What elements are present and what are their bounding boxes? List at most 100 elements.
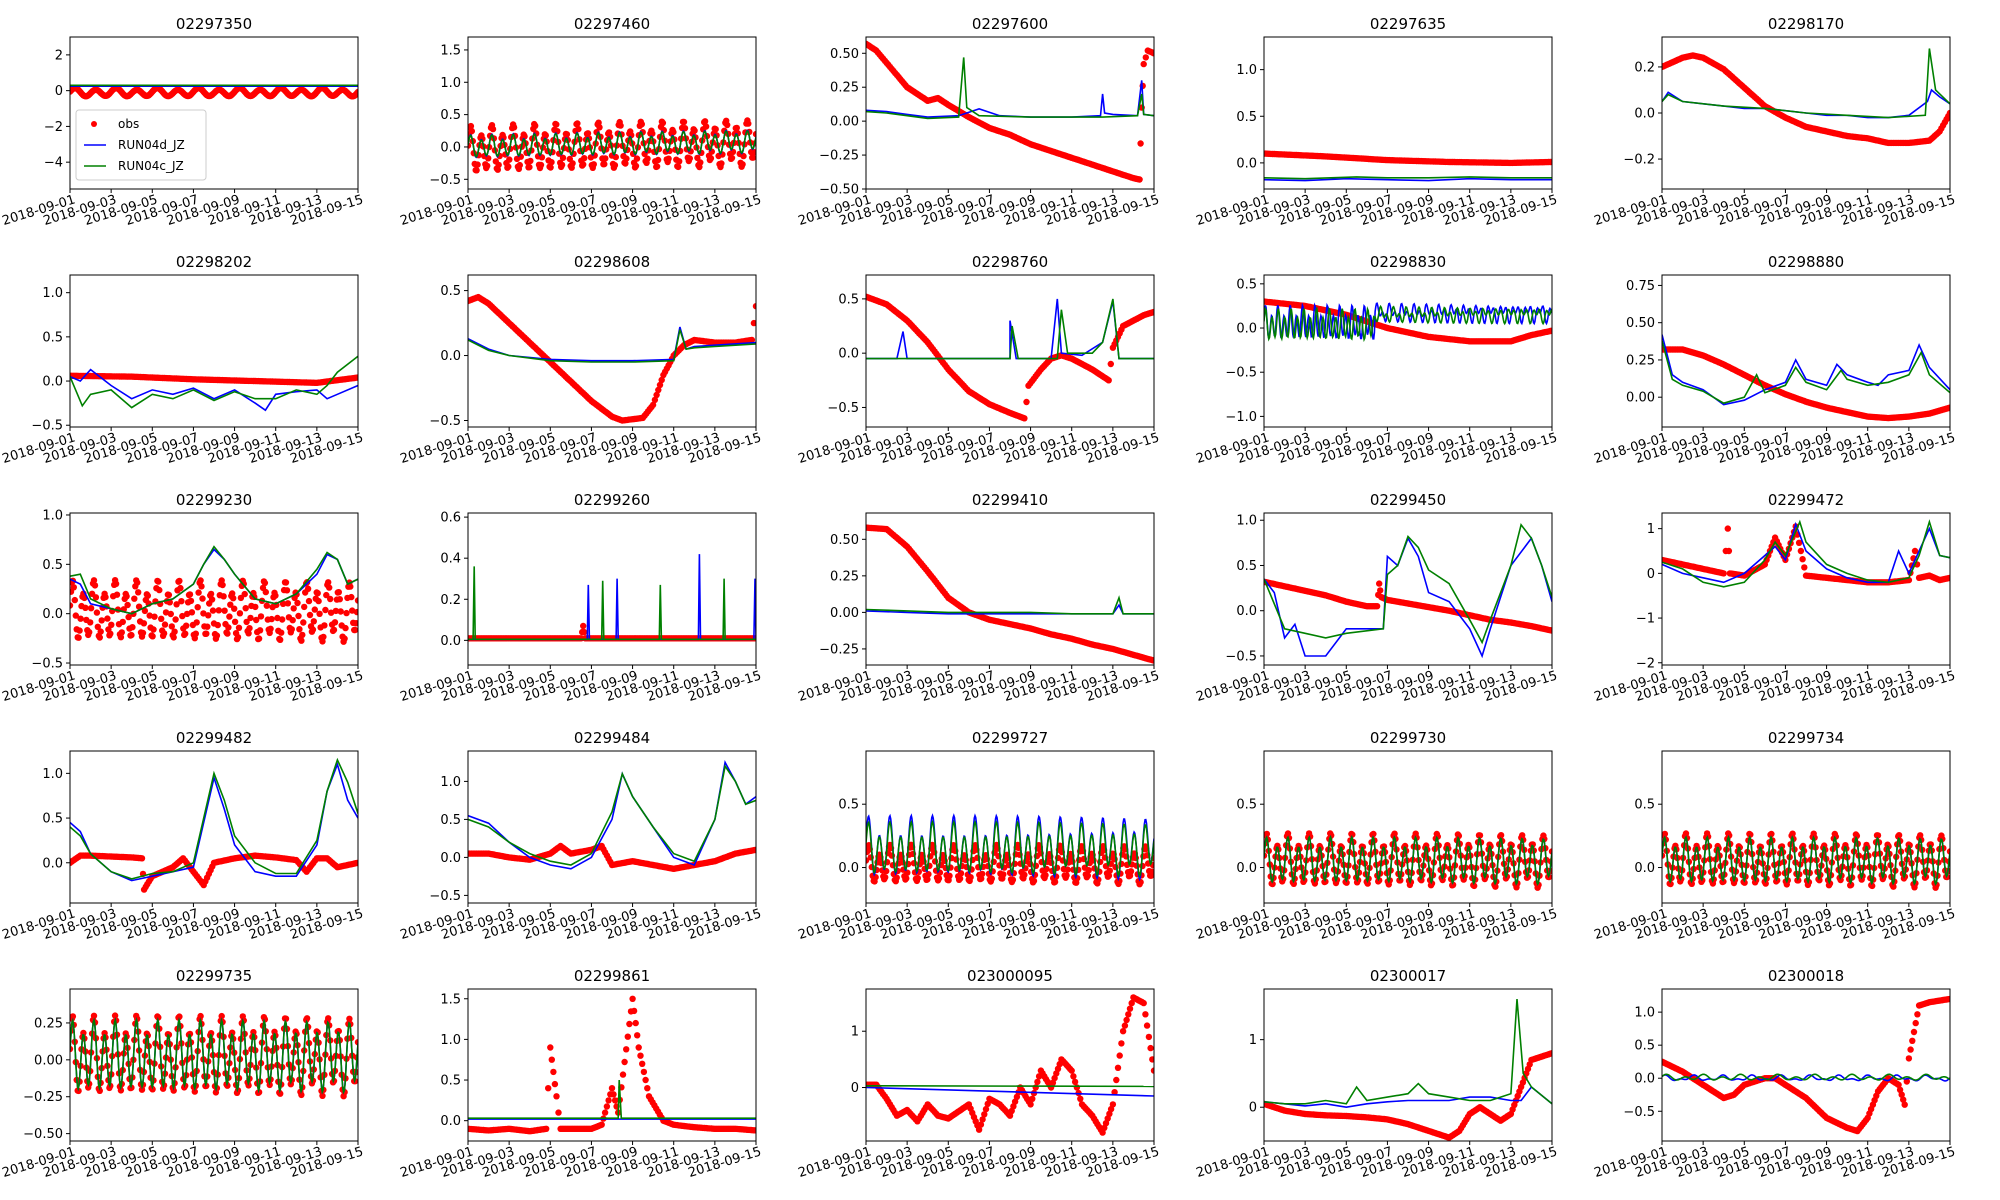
y-tick-label: 1.5 bbox=[440, 43, 461, 58]
y-tick-label: 0.0 bbox=[440, 349, 461, 364]
obs-point bbox=[676, 158, 683, 165]
y-tick-label: 0.0 bbox=[838, 861, 859, 876]
obs-point bbox=[632, 162, 640, 170]
series-RUN04c_JZ bbox=[1662, 519, 1950, 588]
obs-point bbox=[1328, 832, 1335, 839]
y-tick-label: 1.0 bbox=[1236, 514, 1257, 529]
obs-point bbox=[354, 597, 358, 604]
obs-point bbox=[176, 1013, 183, 1020]
obs-point bbox=[1322, 878, 1329, 885]
obs-point bbox=[215, 607, 222, 614]
obs-point bbox=[209, 607, 217, 614]
y-tick-label: 1.0 bbox=[1236, 63, 1257, 78]
obs-point bbox=[611, 162, 619, 169]
axes-frame bbox=[69, 750, 359, 904]
obs-point bbox=[96, 634, 104, 641]
series-RUN04c_JZ bbox=[468, 329, 756, 363]
obs-point bbox=[924, 876, 931, 883]
obs-point bbox=[740, 152, 747, 160]
obs-point bbox=[574, 120, 581, 127]
obs-point bbox=[1136, 176, 1143, 183]
obs-point bbox=[724, 121, 731, 129]
obs-point bbox=[288, 626, 295, 633]
obs-point bbox=[171, 628, 178, 635]
y-tick-label: 0.25 bbox=[830, 81, 859, 96]
obs-point bbox=[468, 122, 475, 130]
obs-point bbox=[1724, 525, 1732, 532]
obs-point bbox=[680, 118, 688, 126]
obs-point bbox=[299, 631, 306, 639]
obs-point bbox=[1455, 832, 1463, 840]
y-tick-label: 0.5 bbox=[42, 812, 63, 827]
obs-point bbox=[218, 1012, 225, 1020]
obs-point bbox=[1376, 580, 1383, 587]
plot-area bbox=[866, 40, 1154, 183]
obs-point bbox=[283, 587, 291, 594]
obs-point bbox=[198, 583, 205, 590]
obs-point bbox=[748, 336, 756, 344]
obs-point bbox=[510, 124, 518, 131]
subplot-title: 02299410 bbox=[972, 491, 1048, 509]
obs-point bbox=[1064, 866, 1071, 873]
series-obs bbox=[1264, 578, 1552, 634]
obs-point bbox=[1847, 881, 1855, 888]
obs-point bbox=[1107, 360, 1115, 368]
obs-point bbox=[141, 607, 149, 615]
obs-point bbox=[622, 160, 629, 167]
obs-point bbox=[170, 634, 177, 641]
obs-point bbox=[1084, 872, 1092, 879]
plot-area bbox=[1662, 830, 1950, 891]
obs-point bbox=[580, 622, 587, 630]
obs-point bbox=[1799, 556, 1806, 563]
obs-point bbox=[231, 605, 238, 612]
obs-point bbox=[87, 619, 94, 626]
obs-point bbox=[1042, 871, 1049, 879]
obs-point bbox=[1401, 842, 1409, 850]
obs-point bbox=[279, 616, 286, 623]
obs-point bbox=[1085, 867, 1092, 874]
obs-point bbox=[623, 155, 630, 162]
obs-point bbox=[207, 590, 215, 598]
obs-point bbox=[1106, 867, 1114, 874]
obs-point bbox=[349, 607, 356, 614]
plot-area bbox=[70, 1012, 358, 1100]
obs-point bbox=[236, 610, 244, 617]
obs-point bbox=[82, 604, 89, 611]
obs-point bbox=[707, 155, 715, 162]
obs-point bbox=[80, 1029, 87, 1037]
obs-point bbox=[903, 875, 910, 882]
obs-point bbox=[94, 623, 102, 630]
y-tick-label: 0.0 bbox=[42, 375, 63, 390]
obs-point bbox=[255, 635, 263, 642]
obs-point bbox=[139, 629, 147, 637]
y-tick-label: 0.0 bbox=[42, 607, 63, 622]
obs-point bbox=[348, 593, 355, 601]
obs-point bbox=[1797, 547, 1805, 555]
obs-point bbox=[733, 124, 740, 132]
y-tick-label: −4 bbox=[44, 156, 63, 171]
axes-frame bbox=[467, 512, 757, 666]
obs-point bbox=[129, 624, 136, 631]
y-tick-label: −0.5 bbox=[429, 414, 461, 429]
y-tick-label: 0.5 bbox=[1236, 110, 1257, 125]
obs-point bbox=[107, 630, 114, 637]
subplot-title: 02299450 bbox=[1370, 491, 1446, 509]
obs-point bbox=[225, 624, 232, 631]
obs-point bbox=[245, 1082, 252, 1089]
obs-point bbox=[1667, 880, 1674, 888]
y-tick-label: 0.5 bbox=[1236, 277, 1257, 292]
obs-point bbox=[242, 605, 249, 612]
series-obs bbox=[866, 40, 1154, 183]
y-tick-label: 0.5 bbox=[440, 813, 461, 828]
obs-point bbox=[125, 613, 132, 621]
obs-point bbox=[352, 620, 358, 627]
obs-point bbox=[309, 626, 317, 633]
obs-point bbox=[224, 1082, 231, 1089]
obs-point bbox=[1150, 308, 1154, 316]
obs-point bbox=[330, 626, 338, 634]
subplot-title: 02299482 bbox=[176, 729, 252, 747]
y-tick-label: −0.5 bbox=[827, 401, 859, 416]
y-tick-label: 0.50 bbox=[830, 47, 859, 62]
obs-point bbox=[353, 608, 358, 616]
obs-point bbox=[134, 579, 141, 586]
